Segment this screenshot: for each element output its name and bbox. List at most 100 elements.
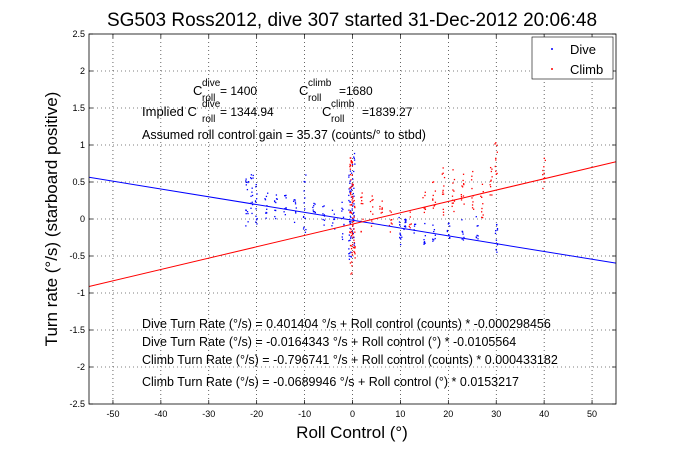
dive-point	[245, 212, 247, 215]
dive-point	[495, 224, 498, 226]
climb-point	[353, 216, 355, 218]
climb-point	[351, 231, 353, 234]
data-points	[245, 142, 546, 275]
climb-point	[381, 200, 383, 202]
dive-point	[348, 255, 350, 257]
climb-point	[422, 197, 424, 199]
dive-point	[247, 221, 249, 223]
dive-point	[312, 211, 315, 213]
dive-point	[264, 198, 266, 200]
dive-point	[274, 209, 276, 211]
climb-point	[352, 234, 354, 236]
dive-point	[247, 181, 249, 184]
climb-point	[482, 214, 484, 216]
dive-point	[256, 218, 258, 220]
fit-equation-1: Dive Turn Rate (°/s) = 0.401404 °/s + Ro…	[142, 317, 551, 331]
dive-point	[352, 178, 354, 180]
climb-point	[361, 196, 363, 198]
climb-point	[351, 161, 353, 163]
climb-point	[351, 261, 353, 263]
climb-point	[352, 220, 355, 223]
climb-point	[369, 200, 372, 203]
climb-point	[442, 167, 444, 169]
dive-point	[352, 232, 354, 235]
climb-point	[489, 184, 491, 186]
dive-point	[341, 210, 343, 212]
climb-point	[351, 212, 353, 214]
dive-point	[399, 232, 401, 234]
climb-point	[379, 205, 381, 208]
climb-point	[349, 244, 352, 247]
climb-point	[349, 173, 352, 176]
implied-climb-c: C	[322, 104, 331, 119]
climb-point	[409, 211, 411, 213]
climb-point	[460, 195, 463, 198]
climb-point	[349, 163, 351, 166]
climb-point	[472, 201, 474, 203]
climb-point	[372, 206, 374, 208]
dive-point	[495, 239, 498, 241]
dive-point	[424, 222, 426, 225]
climb-point	[351, 265, 353, 267]
y-tick-label: -2.5	[69, 399, 85, 409]
dive-point	[252, 174, 254, 177]
climb-point	[360, 196, 362, 199]
climb-point	[410, 223, 412, 225]
dive-point	[312, 209, 314, 211]
dive-point	[275, 217, 277, 220]
climb-point	[351, 199, 353, 201]
dive-point	[255, 219, 258, 221]
climb-point	[482, 203, 484, 205]
climb-point	[351, 174, 353, 176]
dive-point	[265, 212, 267, 214]
dive-point	[351, 231, 354, 233]
dive-point	[303, 180, 305, 183]
dive-point	[295, 212, 297, 214]
dive-point	[251, 203, 254, 206]
climb-point	[441, 193, 444, 195]
dive-point	[353, 203, 355, 205]
climb-point	[350, 273, 352, 275]
climb-point	[481, 216, 483, 219]
dive-point	[398, 216, 400, 219]
dive-point	[413, 232, 415, 234]
dive-point	[351, 184, 353, 186]
climb-point	[352, 246, 355, 249]
climb-point	[543, 177, 546, 179]
dive-point	[348, 194, 350, 197]
dive-point	[322, 218, 324, 221]
climb-point	[442, 191, 444, 193]
climb-point	[349, 164, 352, 167]
dive-point	[323, 214, 326, 216]
dive-point	[462, 239, 465, 241]
climb-point	[495, 170, 497, 172]
dive-fit-line	[88, 176, 617, 264]
dive-point	[496, 244, 499, 246]
y-tick-label: -1.5	[69, 325, 85, 335]
dive-point	[304, 208, 306, 210]
climb-point	[496, 144, 498, 147]
climb-point	[350, 234, 353, 237]
implied-dive-sup: dive	[202, 99, 221, 110]
dive-point	[434, 234, 436, 236]
dive-point	[348, 174, 350, 176]
dive-point	[250, 207, 252, 209]
dive-point	[414, 223, 417, 225]
fit-equations: Dive Turn Rate (°/s) = 0.401404 °/s + Ro…	[142, 317, 558, 389]
climb-point	[442, 208, 444, 211]
climb-point	[491, 168, 493, 170]
dive-point	[331, 225, 333, 227]
climb-point	[433, 205, 435, 207]
climb-point	[491, 176, 493, 178]
climb-point	[380, 212, 382, 214]
dive-point	[351, 208, 353, 210]
axis-ticks: -50 -40 -30 -20 -10 0 10 20 30 40 50-2.5-2-1.5-1-0…	[69, 29, 616, 419]
climb-point	[360, 202, 362, 205]
dive-point	[275, 198, 278, 200]
climb-point	[495, 159, 497, 161]
dive-point	[353, 211, 355, 214]
climb-point	[354, 206, 356, 209]
dive-point	[303, 190, 305, 192]
dive-point	[496, 251, 498, 253]
